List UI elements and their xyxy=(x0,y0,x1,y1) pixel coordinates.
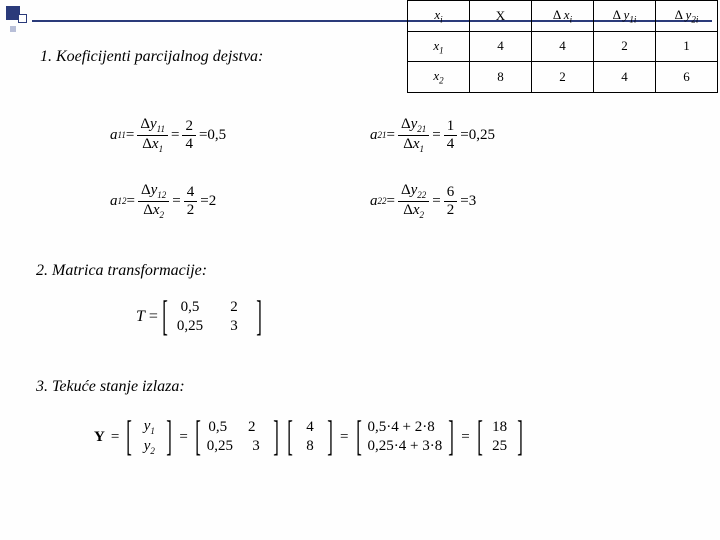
heading-1: 1. Koeficijenti parcijalnog dejstva: xyxy=(40,48,263,66)
col-xi: xi xyxy=(408,1,470,32)
equation-a22: a22 = Δy22Δx2 = 62 = 3 xyxy=(370,182,476,221)
table-header-row: xi X Δ xi Δ y1i Δ y2i xyxy=(408,1,718,32)
table-row: x2 8246 xyxy=(408,62,718,93)
col-dxi: Δ xi xyxy=(532,1,594,32)
equation-a21: a21 = Δy21Δx1 = 14 = 0,25 xyxy=(370,116,495,155)
equation-a11: a11 = Δy11Δx1 = 24 = 0,5 xyxy=(110,116,226,155)
data-table: xi X Δ xi Δ y1i Δ y2i x1 4421 x2 8246 xyxy=(407,0,718,93)
col-X: X xyxy=(470,1,532,32)
equation-a12: a12 = Δy12Δx2 = 42 = 2 xyxy=(110,182,216,221)
heading-2: 2. Matrica transformacije: xyxy=(36,262,207,280)
col-dy1i: Δ y1i xyxy=(594,1,656,32)
matrix-T: T = [ 0,52 0,253 ] xyxy=(136,298,266,336)
table-row: x1 4421 xyxy=(408,31,718,62)
matrix-Y: Y= [ y1 y2 ] = [ 0,52 0,253 ] [ 4 8 ] = … xyxy=(94,418,527,456)
heading-3: 3. Tekuće stanje izlaza: xyxy=(36,378,185,396)
col-dy2i: Δ y2i xyxy=(656,1,718,32)
